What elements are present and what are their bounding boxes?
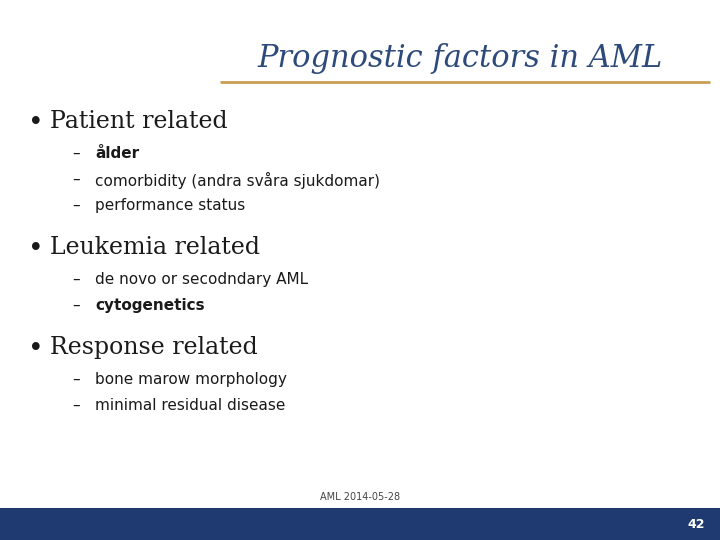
Text: •: • [28,110,44,135]
Text: Response related: Response related [50,336,258,359]
Text: Patient related: Patient related [50,110,228,133]
Text: •: • [28,236,44,261]
Text: performance status: performance status [95,198,246,213]
Text: –: – [72,198,80,213]
Text: AML 2014-05-28: AML 2014-05-28 [320,492,400,502]
Text: –: – [72,272,80,287]
Text: –: – [72,398,80,413]
Text: –: – [72,172,80,187]
Text: minimal residual disease: minimal residual disease [95,398,285,413]
Bar [0,508,720,540]
Text: comorbidity (andra svåra sjukdomar): comorbidity (andra svåra sjukdomar) [95,172,380,189]
Text: Prognostic factors in AML: Prognostic factors in AML [257,43,662,73]
Text: Leukemia related: Leukemia related [50,236,260,259]
Text: bone marow morphology: bone marow morphology [95,372,287,387]
Text: cytogenetics: cytogenetics [95,298,204,313]
Text: ålder: ålder [95,146,139,161]
Text: –: – [72,372,80,387]
Text: –: – [72,146,80,161]
Text: de novo or secodndary AML: de novo or secodndary AML [95,272,308,287]
Text: •: • [28,336,44,361]
Text: 42: 42 [688,517,705,530]
Text: –: – [72,298,80,313]
